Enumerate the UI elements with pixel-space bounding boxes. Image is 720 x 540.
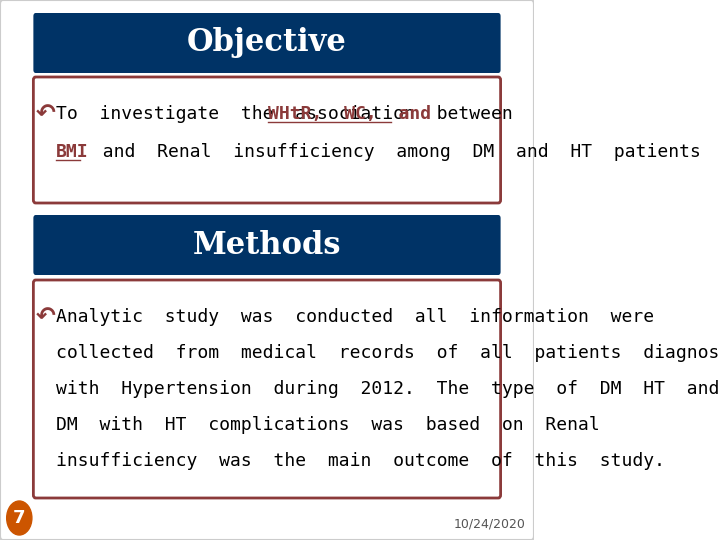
Text: collected  from  medical  records  of  all  patients  diagnosed: collected from medical records of all pa… <box>56 344 720 362</box>
Text: 10/24/2020: 10/24/2020 <box>453 517 525 530</box>
FancyBboxPatch shape <box>0 0 534 540</box>
FancyBboxPatch shape <box>33 77 500 203</box>
Text: DM  with  HT  complications  was  based  on  Renal: DM with HT complications was based on Re… <box>56 416 600 434</box>
Text: Methods: Methods <box>193 230 341 260</box>
FancyBboxPatch shape <box>33 215 500 275</box>
Text: BMI: BMI <box>56 143 89 161</box>
FancyBboxPatch shape <box>33 13 500 73</box>
Text: Analytic  study  was  conducted  all  information  were: Analytic study was conducted all informa… <box>56 308 654 326</box>
Circle shape <box>6 501 32 535</box>
Text: To  investigate  the  association  between: To investigate the association between <box>56 105 535 123</box>
Text: 7: 7 <box>13 509 25 527</box>
FancyBboxPatch shape <box>33 280 500 498</box>
Text: ↶: ↶ <box>36 102 56 126</box>
Text: insufficiency  was  the  main  outcome  of  this  study.: insufficiency was the main outcome of th… <box>56 452 665 470</box>
Text: WHtR,  WC,  and: WHtR, WC, and <box>269 105 431 123</box>
Text: Objective: Objective <box>187 28 347 58</box>
Text: ↶: ↶ <box>36 305 56 329</box>
Text: with  Hypertension  during  2012.  The  type  of  DM  HT  and: with Hypertension during 2012. The type … <box>56 380 720 398</box>
Text: and  Renal  insufficiency  among  DM  and  HT  patients: and Renal insufficiency among DM and HT … <box>81 143 701 161</box>
